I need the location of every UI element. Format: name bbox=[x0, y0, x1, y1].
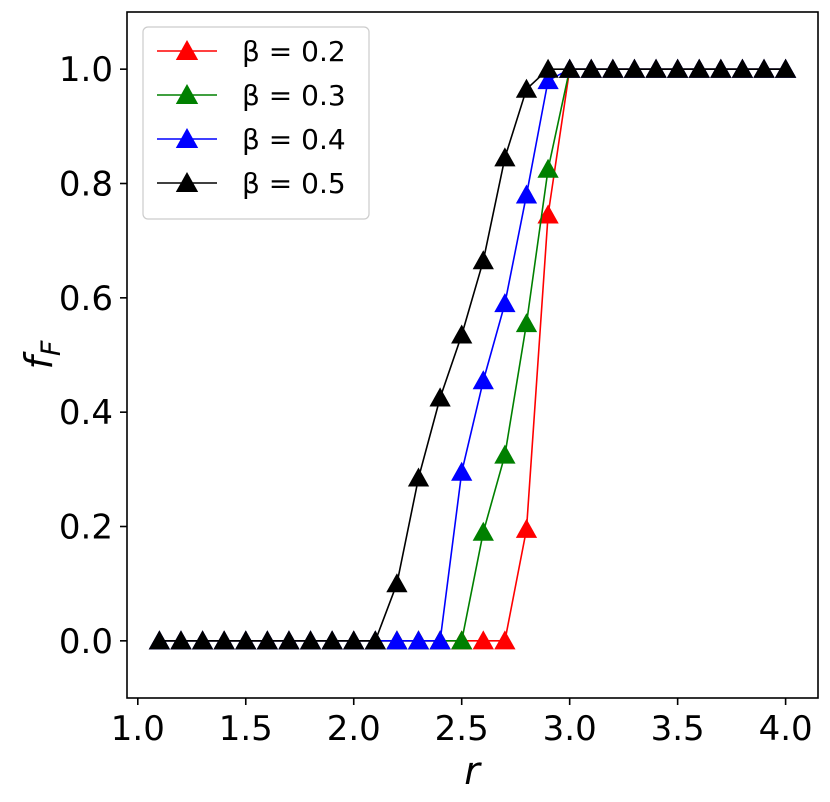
series-layer bbox=[148, 58, 797, 650]
series-4 bbox=[148, 58, 797, 650]
data-point bbox=[515, 518, 538, 538]
legend-label: β = 0.2 bbox=[242, 35, 346, 68]
x-tick-label: 1.5 bbox=[219, 709, 273, 749]
data-point bbox=[148, 630, 171, 650]
y-tick-label: 0.6 bbox=[59, 279, 113, 319]
data-point bbox=[515, 313, 538, 333]
data-point bbox=[299, 630, 322, 650]
data-point bbox=[515, 184, 538, 204]
data-point bbox=[451, 324, 473, 344]
ticks-layer: 1.0 1.5 2.0 2.5 3.0 3.5 4.0 0.0 0.2 0.4 0.6 0.8 1.0 bbox=[59, 50, 813, 749]
data-point bbox=[213, 630, 235, 650]
y-axis-label-sub: F bbox=[36, 340, 67, 356]
data-point bbox=[537, 204, 559, 224]
data-point bbox=[472, 630, 494, 650]
x-tick-label: 3.5 bbox=[651, 709, 705, 749]
data-point bbox=[667, 58, 689, 78]
data-point bbox=[580, 58, 602, 78]
data-point bbox=[472, 250, 494, 270]
data-point bbox=[429, 630, 451, 650]
data-point bbox=[710, 58, 732, 78]
data-point bbox=[451, 461, 473, 481]
legend: β = 0.2 β = 0.3 β = 0.4 β = 0.5 bbox=[142, 26, 370, 220]
data-point bbox=[472, 521, 494, 541]
y-tick-label: 0.4 bbox=[59, 393, 113, 433]
y-tick-label: 0.0 bbox=[59, 622, 113, 662]
legend-marker bbox=[175, 128, 199, 149]
data-point bbox=[494, 293, 516, 313]
legend-label: β = 0.5 bbox=[242, 167, 346, 200]
data-point bbox=[623, 58, 646, 78]
x-tick-label: 2.0 bbox=[327, 709, 381, 749]
data-point bbox=[191, 630, 214, 650]
data-point bbox=[235, 630, 257, 650]
legend-marker bbox=[175, 84, 199, 105]
y-axis-label: fF bbox=[17, 340, 67, 369]
y-tick-label: 1.0 bbox=[59, 50, 113, 90]
legend-entry: β = 0.3 bbox=[157, 79, 346, 112]
data-point bbox=[407, 467, 430, 487]
data-point bbox=[559, 58, 581, 78]
legend-entry: β = 0.4 bbox=[157, 123, 346, 156]
legend-label: β = 0.3 bbox=[242, 79, 346, 112]
data-point bbox=[688, 58, 710, 78]
legend-frame bbox=[142, 26, 370, 220]
data-point bbox=[645, 58, 667, 78]
legend-entry: β = 0.2 bbox=[157, 35, 346, 68]
data-point bbox=[321, 630, 343, 650]
legend-label: β = 0.4 bbox=[242, 123, 346, 156]
data-point bbox=[537, 158, 559, 178]
data-point bbox=[537, 70, 559, 90]
legend-marker bbox=[175, 40, 199, 61]
data-point bbox=[429, 387, 451, 407]
data-point bbox=[451, 630, 473, 650]
data-point bbox=[386, 630, 408, 650]
data-point bbox=[278, 630, 300, 650]
data-point bbox=[494, 630, 516, 650]
data-point bbox=[343, 630, 365, 650]
legend-entry: β = 0.5 bbox=[157, 167, 346, 200]
data-point bbox=[753, 58, 775, 78]
y-tick-label: 0.2 bbox=[59, 508, 113, 548]
x-axis-label: r bbox=[464, 749, 482, 793]
data-point bbox=[386, 573, 408, 593]
data-point bbox=[515, 78, 538, 98]
data-point bbox=[494, 147, 516, 167]
data-point bbox=[602, 58, 624, 78]
data-point bbox=[537, 58, 559, 78]
data-point bbox=[731, 58, 754, 78]
y-tick-label: 0.8 bbox=[59, 165, 113, 205]
legend-marker bbox=[175, 172, 199, 193]
x-tick-label: 3.0 bbox=[543, 709, 597, 749]
data-point bbox=[170, 630, 192, 650]
data-point bbox=[494, 444, 516, 464]
x-tick-label: 4.0 bbox=[759, 709, 813, 749]
x-tick-label: 2.5 bbox=[435, 709, 489, 749]
x-tick-label: 1.0 bbox=[111, 709, 165, 749]
data-point bbox=[407, 630, 430, 650]
data-point bbox=[774, 58, 797, 78]
data-point bbox=[472, 370, 494, 390]
data-point bbox=[364, 630, 386, 650]
data-point bbox=[256, 630, 278, 650]
